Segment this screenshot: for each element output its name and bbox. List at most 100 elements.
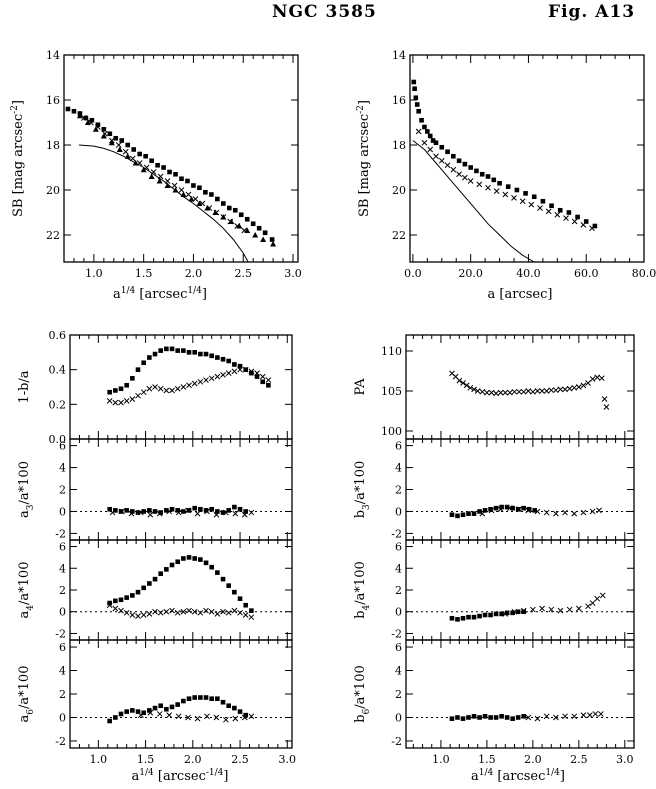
- data-point: [135, 589, 141, 595]
- data-point: [482, 612, 488, 618]
- y-tick-label: 2: [395, 584, 402, 597]
- plot-frame: [63, 54, 299, 263]
- y-tick-label: 18: [46, 139, 60, 152]
- data-point: [174, 385, 181, 392]
- data-point: [445, 149, 450, 155]
- data-point: [141, 509, 146, 514]
- data-point: [419, 117, 424, 123]
- data-point: [502, 611, 509, 617]
- data-point: [491, 177, 497, 183]
- data-point: [537, 205, 543, 211]
- y-tick-label: 4: [395, 665, 402, 678]
- data-point: [493, 188, 500, 194]
- x-tick-label: 1.5: [135, 267, 153, 280]
- data-point: [215, 196, 220, 202]
- data-point: [148, 173, 155, 179]
- data-point: [231, 368, 238, 375]
- data-point: [462, 161, 468, 167]
- data-point: [589, 600, 596, 606]
- data-point: [575, 605, 582, 612]
- data-point: [81, 115, 87, 121]
- data-point: [589, 225, 595, 232]
- data-point: [198, 351, 203, 357]
- data-point: [479, 388, 486, 395]
- data-point: [192, 505, 197, 511]
- data-point: [433, 153, 439, 160]
- y-tick-label: 4: [395, 562, 402, 575]
- data-point: [511, 195, 517, 201]
- data-point: [580, 712, 587, 718]
- data-point: [215, 696, 220, 701]
- data-point: [204, 508, 210, 515]
- data-point: [180, 384, 187, 390]
- data-point: [525, 507, 532, 514]
- chart-b6: 1.0 1.5 2.0 2.5 3.0 -2 0 2 4 6: [391, 639, 635, 766]
- y-tick-label: 0: [59, 505, 66, 518]
- data-point: [260, 379, 266, 385]
- data-point: [71, 108, 77, 114]
- data-point: [511, 608, 518, 615]
- data-point: [499, 714, 504, 719]
- data-point: [583, 219, 589, 224]
- y-tick-label: 6: [395, 641, 402, 654]
- data-point: [135, 367, 141, 372]
- data-point: [521, 714, 526, 719]
- data-point: [149, 158, 154, 164]
- data-point: [471, 714, 477, 719]
- data-point: [531, 194, 537, 200]
- y-axis-label: a4/a*100: [17, 562, 36, 619]
- y-axis-label: b6/a*100: [353, 665, 372, 723]
- y-tick-label: 4: [395, 462, 402, 475]
- data-point: [174, 609, 181, 616]
- data-point: [118, 607, 124, 614]
- data-point: [231, 607, 238, 614]
- data-point: [592, 711, 599, 717]
- data-point: [534, 388, 541, 394]
- data-point: [510, 505, 515, 511]
- data-point: [158, 571, 163, 576]
- data-point: [485, 184, 491, 191]
- data-point: [179, 176, 184, 182]
- data-point: [553, 510, 559, 517]
- data-point: [147, 709, 154, 716]
- data-point: [510, 610, 515, 616]
- data-point: [213, 511, 220, 518]
- data-point: [141, 360, 146, 366]
- data-point: [175, 509, 182, 516]
- data-point: [186, 555, 192, 560]
- y-tick-label: 0: [59, 606, 66, 619]
- data-point: [107, 389, 112, 395]
- data-point: [511, 388, 518, 395]
- data-point: [115, 142, 122, 148]
- data-point: [106, 602, 113, 609]
- data-point: [259, 373, 266, 380]
- data-point: [507, 389, 513, 396]
- data-point: [186, 382, 192, 389]
- data-point: [474, 388, 481, 394]
- data-point: [525, 714, 532, 721]
- data-point: [131, 147, 137, 152]
- data-point: [557, 207, 563, 213]
- data-point: [250, 221, 256, 227]
- data-point: [232, 510, 239, 517]
- data-point: [119, 508, 125, 515]
- plot-frame: [405, 438, 635, 541]
- data-point: [123, 609, 130, 616]
- data-point: [128, 510, 135, 517]
- data-point: [596, 507, 602, 514]
- model-line: [412, 140, 535, 263]
- data-point: [467, 384, 474, 391]
- data-point: [107, 131, 113, 137]
- data-point: [243, 509, 249, 514]
- chart-pa: 100 105 110: [381, 334, 635, 440]
- data-point: [164, 182, 171, 188]
- data-point: [237, 363, 243, 369]
- data-point: [143, 153, 148, 159]
- data-point: [497, 506, 504, 513]
- data-point: [84, 119, 91, 125]
- y-axis-label: a6/a*100: [17, 666, 36, 723]
- data-point: [554, 211, 561, 218]
- y-tick-label: 0: [395, 711, 402, 724]
- data-point: [460, 380, 466, 386]
- data-point: [488, 507, 495, 514]
